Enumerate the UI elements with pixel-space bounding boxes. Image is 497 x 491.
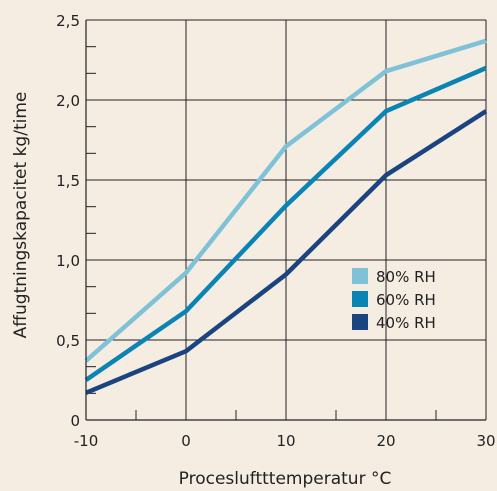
x-tick-label: 0 bbox=[181, 432, 191, 450]
x-tick-label: 10 bbox=[276, 432, 295, 450]
chart-series bbox=[84, 38, 488, 395]
legend-swatch bbox=[352, 268, 368, 284]
x-tick-label: 20 bbox=[376, 432, 395, 450]
y-tick-label: 2,5 bbox=[56, 12, 80, 30]
series-line bbox=[84, 65, 487, 382]
series-line bbox=[85, 109, 488, 395]
legend-label: 40% RH bbox=[376, 314, 436, 332]
x-axis-title: Procesluftttemperatur °C bbox=[179, 469, 392, 489]
legend-swatch bbox=[352, 314, 368, 330]
y-tick-label: 2,0 bbox=[56, 92, 80, 110]
y-tick-label: 1,0 bbox=[56, 252, 80, 270]
chart-axes bbox=[85, 20, 486, 421]
y-tick-label: 0,5 bbox=[56, 332, 80, 350]
legend-label: 80% RH bbox=[376, 268, 436, 286]
x-tick-label: 30 bbox=[476, 432, 495, 450]
series-line bbox=[84, 38, 487, 363]
legend-label: 60% RH bbox=[376, 291, 436, 309]
y-tick-label: 0 bbox=[70, 412, 80, 430]
y-axis-title: Affugtningskapacitet kg/time bbox=[11, 92, 31, 339]
tick-labels: -10 0 10 20 30 0 0,5 1,0 1,5 2,0 2,5 bbox=[56, 12, 495, 450]
x-tick-label: -10 bbox=[74, 432, 99, 450]
chart-legend: 80% RH 60% RH 40% RH bbox=[352, 268, 436, 332]
minor-ticks bbox=[86, 46, 437, 420]
y-tick-label: 1,5 bbox=[56, 172, 80, 190]
chart-grid bbox=[86, 19, 487, 420]
legend-swatch bbox=[352, 291, 368, 307]
